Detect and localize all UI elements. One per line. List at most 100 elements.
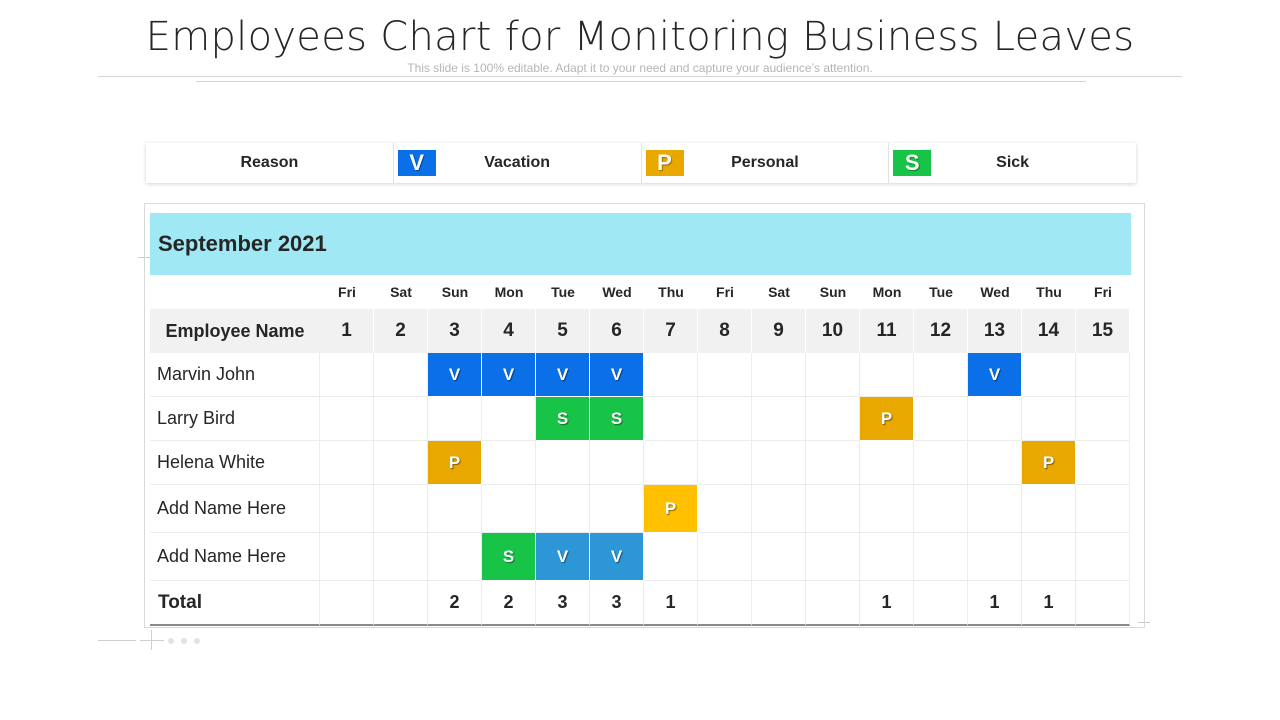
decorative-tick: [138, 257, 150, 258]
leave-cell-vacation: V: [968, 353, 1022, 397]
empty-cell: [698, 485, 752, 533]
weekday-label: Mon: [494, 284, 524, 300]
empty-cell: [752, 441, 806, 485]
weekday-corner: [150, 275, 320, 309]
employee-name-header: Employee Name: [150, 309, 320, 353]
decorative-crosshair-vertical: [151, 630, 152, 650]
empty-cell: [1022, 397, 1076, 441]
legend-bar: Reason V Vacation P Personal S Sick: [146, 143, 1136, 183]
empty-cell: [374, 397, 428, 441]
empty-cell: [860, 441, 914, 485]
total-value: [914, 581, 968, 626]
total-label: Total: [150, 581, 320, 626]
leave-cell-personal: P: [644, 485, 698, 533]
leave-cell-vacation: V: [428, 353, 482, 397]
empty-cell: [482, 485, 536, 533]
empty-cell: [1022, 533, 1076, 581]
empty-cell: [320, 353, 374, 397]
empty-cell: [644, 533, 698, 581]
leave-cell-sick: S: [590, 397, 644, 441]
day-number: 9: [752, 309, 806, 353]
empty-cell: [968, 485, 1022, 533]
empty-cell: [590, 485, 644, 533]
decorative-dot: [194, 638, 200, 644]
employee-name: Helena White: [150, 441, 320, 485]
leave-cell-sick: S: [482, 533, 536, 581]
empty-cell: [1022, 485, 1076, 533]
empty-cell: [374, 485, 428, 533]
total-value: 2: [482, 581, 536, 626]
empty-cell: [752, 485, 806, 533]
empty-cell: [968, 441, 1022, 485]
empty-cell: [698, 397, 752, 441]
empty-cell: [644, 353, 698, 397]
day-number: 6: [590, 309, 644, 353]
title-divider: [98, 76, 1182, 77]
empty-cell: [914, 397, 968, 441]
empty-cell: [806, 353, 860, 397]
total-value: 1: [644, 581, 698, 626]
month-title: September 2021: [158, 231, 327, 256]
leave-cell-vacation: V: [536, 353, 590, 397]
day-number: 11: [860, 309, 914, 353]
total-value: [320, 581, 374, 626]
total-value: [806, 581, 860, 626]
empty-cell: [320, 485, 374, 533]
leave-cell-personal: P: [428, 441, 482, 485]
total-value: [1076, 581, 1130, 626]
decorative-crosshair: [140, 640, 164, 641]
empty-cell: [806, 397, 860, 441]
weekday-label: Sun: [441, 284, 469, 300]
empty-cell: [806, 441, 860, 485]
employee-name: Larry Bird: [150, 397, 320, 441]
total-value: 2: [428, 581, 482, 626]
empty-cell: [914, 441, 968, 485]
subtitle-divider: [196, 81, 1086, 82]
legend-item-personal: P Personal: [640, 143, 889, 183]
weekday-label: Thu: [658, 284, 684, 300]
empty-cell: [860, 485, 914, 533]
empty-cell: [1076, 353, 1130, 397]
empty-cell: [752, 533, 806, 581]
empty-cell: [806, 533, 860, 581]
leave-cell-vacation: V: [590, 353, 644, 397]
empty-cell: [914, 485, 968, 533]
decorative-tick: [1138, 622, 1150, 623]
total-value: 3: [590, 581, 644, 626]
weekday-label: Wed: [602, 284, 632, 300]
empty-cell: [752, 353, 806, 397]
empty-cell: [590, 441, 644, 485]
empty-cell: [320, 533, 374, 581]
legend-label-personal: Personal: [731, 154, 799, 171]
day-number: 10: [806, 309, 860, 353]
decorative-dot: [181, 638, 187, 644]
decorative-dot: [168, 638, 174, 644]
day-number: 8: [698, 309, 752, 353]
calendar-frame: [144, 203, 1145, 628]
empty-cell: [1076, 533, 1130, 581]
weekday-label: Thu: [1036, 284, 1062, 300]
empty-cell: [374, 353, 428, 397]
empty-cell: [1076, 397, 1130, 441]
empty-cell: [644, 441, 698, 485]
total-value: 1: [1022, 581, 1076, 626]
day-number: 4: [482, 309, 536, 353]
legend-badge-personal: P: [645, 150, 684, 176]
empty-cell: [968, 533, 1022, 581]
day-number: 2: [374, 309, 428, 353]
day-number: 13: [968, 309, 1022, 353]
leave-cell-personal: P: [860, 397, 914, 441]
weekday-label: Sat: [390, 284, 412, 300]
day-number: 15: [1076, 309, 1130, 353]
legend-item-vacation: V Vacation: [392, 143, 641, 183]
employee-name: Add Name Here: [150, 485, 320, 533]
empty-cell: [1022, 353, 1076, 397]
empty-cell: [428, 485, 482, 533]
empty-cell: [374, 533, 428, 581]
legend-reason: Reason: [146, 143, 393, 183]
empty-cell: [860, 533, 914, 581]
page-title: Employees Chart for Monitoring Business …: [145, 14, 1135, 60]
empty-cell: [536, 441, 590, 485]
employee-name: Add Name Here: [150, 533, 320, 581]
weekday-label: Fri: [716, 284, 734, 300]
